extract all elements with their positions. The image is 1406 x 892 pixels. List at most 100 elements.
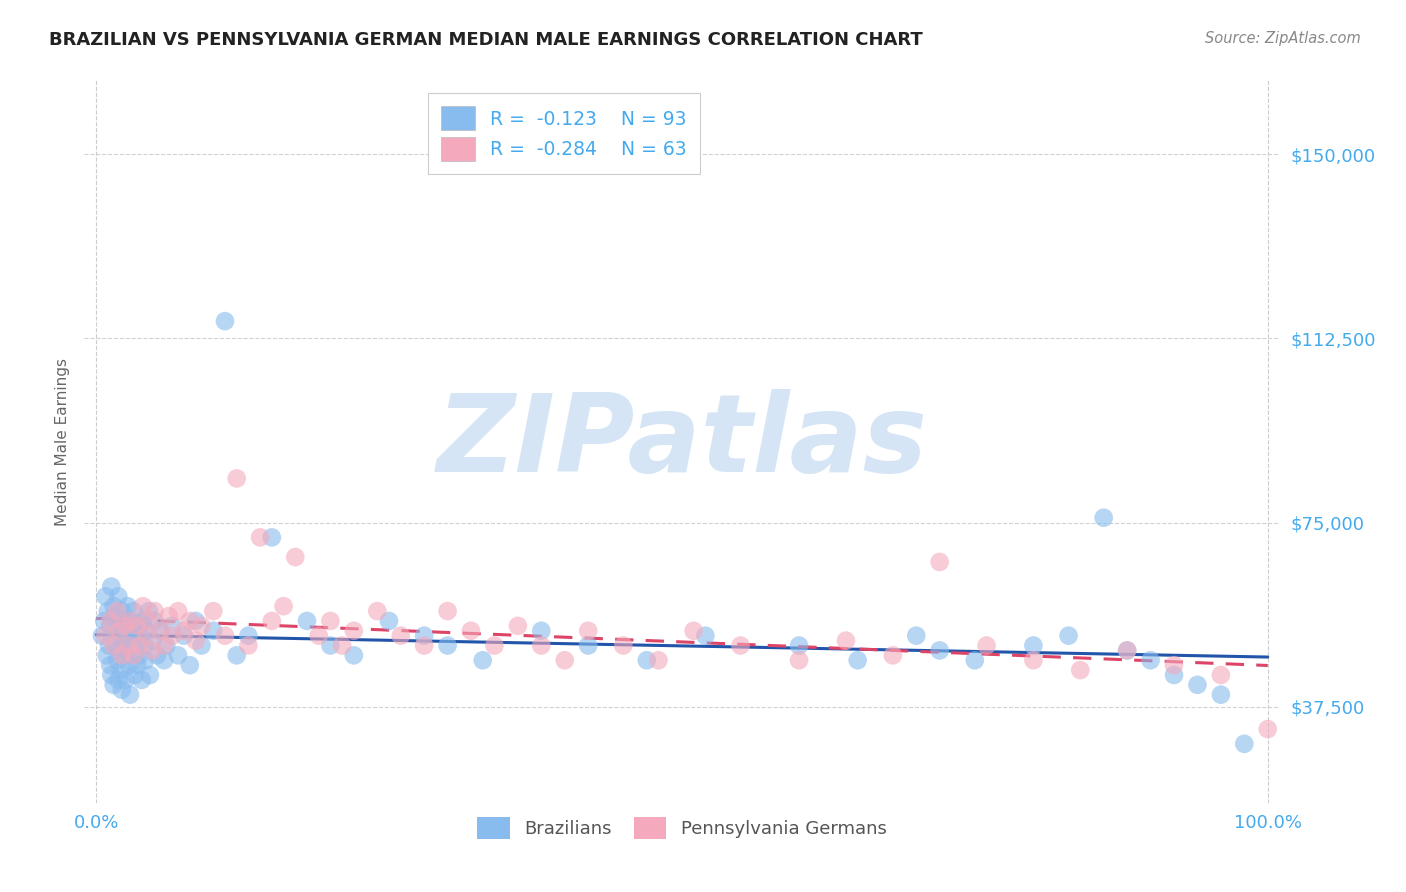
- Point: [167, 648, 190, 663]
- Point: [112, 639, 135, 653]
- Point: [1022, 653, 1045, 667]
- Point: [108, 614, 131, 628]
- Point: [308, 629, 330, 643]
- Point: [135, 624, 157, 638]
- Point: [129, 629, 152, 643]
- Point: [214, 629, 236, 643]
- Point: [157, 609, 180, 624]
- Point: [114, 673, 136, 687]
- Point: [1022, 639, 1045, 653]
- Point: [143, 604, 166, 618]
- Point: [110, 663, 132, 677]
- Point: [1092, 510, 1115, 524]
- Point: [787, 639, 810, 653]
- Point: [162, 629, 183, 643]
- Point: [1163, 668, 1185, 682]
- Point: [149, 624, 172, 638]
- Point: [184, 633, 207, 648]
- Point: [576, 624, 599, 638]
- Point: [225, 471, 247, 485]
- Point: [143, 614, 166, 628]
- Point: [104, 609, 127, 624]
- Point: [173, 624, 195, 638]
- Point: [436, 604, 458, 618]
- Point: [108, 624, 131, 638]
- Point: [138, 614, 160, 628]
- Point: [190, 639, 212, 653]
- Point: [1209, 668, 1232, 682]
- Point: [122, 604, 145, 618]
- Point: [122, 648, 145, 663]
- Point: [118, 629, 141, 643]
- Point: [682, 624, 704, 638]
- Point: [127, 658, 149, 673]
- Point: [928, 643, 950, 657]
- Point: [94, 629, 117, 643]
- Point: [1139, 653, 1161, 667]
- Point: [93, 614, 115, 628]
- Point: [928, 555, 950, 569]
- Point: [105, 604, 128, 618]
- Point: [413, 629, 436, 643]
- Point: [284, 549, 307, 564]
- Point: [787, 653, 810, 667]
- Point: [413, 639, 436, 653]
- Point: [103, 678, 125, 692]
- Point: [184, 614, 207, 628]
- Point: [1187, 678, 1209, 692]
- Point: [139, 668, 162, 682]
- Point: [576, 639, 599, 653]
- Point: [173, 629, 195, 643]
- Point: [103, 639, 125, 653]
- Point: [530, 624, 553, 638]
- Text: Source: ZipAtlas.com: Source: ZipAtlas.com: [1205, 31, 1361, 46]
- Point: [118, 639, 141, 653]
- Point: [202, 624, 225, 638]
- Point: [98, 614, 121, 628]
- Point: [366, 604, 388, 618]
- Point: [135, 629, 157, 643]
- Point: [107, 673, 129, 687]
- Point: [238, 629, 260, 643]
- Text: BRAZILIAN VS PENNSYLVANIA GERMAN MEDIAN MALE EARNINGS CORRELATION CHART: BRAZILIAN VS PENNSYLVANIA GERMAN MEDIAN …: [49, 31, 922, 49]
- Point: [167, 604, 190, 618]
- Point: [118, 658, 141, 673]
- Point: [1116, 643, 1139, 657]
- Point: [132, 599, 155, 614]
- Point: [146, 648, 169, 663]
- Point: [111, 648, 134, 663]
- Point: [730, 639, 752, 653]
- Point: [98, 619, 121, 633]
- Point: [846, 653, 869, 667]
- Point: [104, 639, 127, 653]
- Point: [319, 639, 342, 653]
- Point: [121, 624, 143, 638]
- Point: [436, 639, 458, 653]
- Point: [249, 530, 271, 544]
- Point: [141, 633, 163, 648]
- Point: [117, 599, 139, 614]
- Point: [120, 614, 142, 628]
- Point: [1163, 658, 1185, 673]
- Point: [134, 653, 156, 667]
- Point: [162, 619, 183, 633]
- Point: [319, 614, 342, 628]
- Point: [128, 639, 150, 653]
- Point: [225, 648, 247, 663]
- Point: [554, 653, 576, 667]
- Point: [112, 648, 135, 663]
- Point: [530, 639, 553, 653]
- Point: [273, 599, 295, 614]
- Point: [98, 658, 121, 673]
- Point: [1069, 663, 1091, 677]
- Point: [612, 639, 634, 653]
- Point: [132, 639, 156, 653]
- Point: [149, 624, 172, 638]
- Point: [153, 639, 176, 653]
- Point: [132, 614, 155, 628]
- Point: [153, 653, 176, 667]
- Point: [471, 653, 494, 667]
- Point: [1116, 643, 1139, 657]
- Point: [107, 590, 129, 604]
- Point: [636, 653, 658, 667]
